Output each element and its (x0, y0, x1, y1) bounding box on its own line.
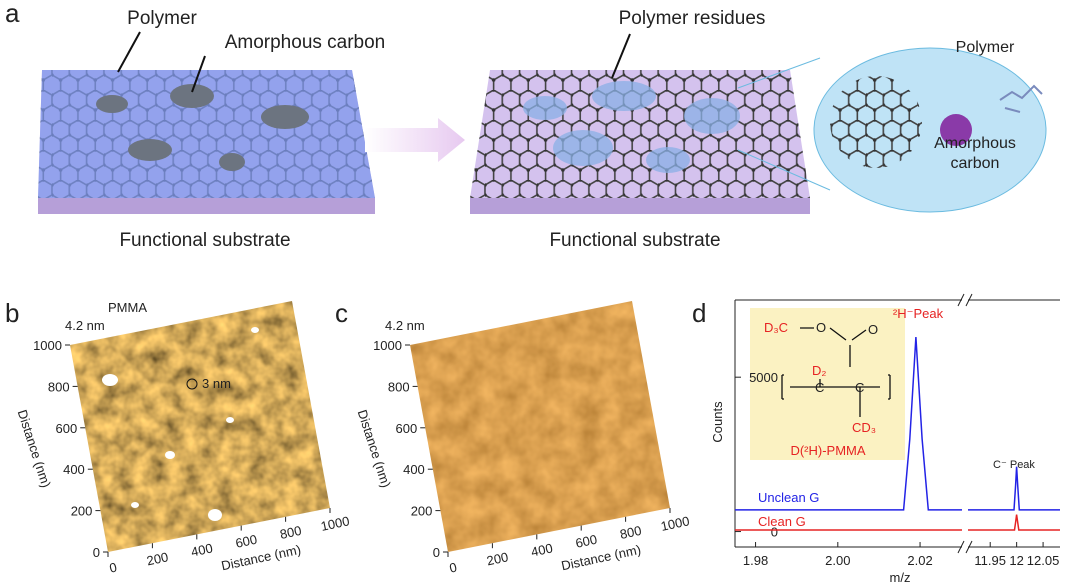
x-axis-label: Distance (nm) (220, 542, 302, 573)
annotation: PMMA (108, 300, 147, 315)
x-tick-label: 12 (1009, 553, 1023, 568)
x-tick-label: 1.98 (743, 553, 768, 568)
y-tick-label: 800 (388, 379, 410, 394)
y-tick-label: 0 (433, 545, 440, 560)
y-tick-label: 200 (71, 504, 93, 519)
x-axis-label: Distance (nm) (560, 542, 642, 573)
y-tick-label: 0 (771, 525, 778, 540)
atom: O (868, 322, 878, 337)
annotation: ²H⁻Peak (893, 306, 944, 321)
annotation: Polymer residues (619, 8, 766, 29)
panel-d: d D₃C O O D₂ C C CD₃ D(²H)-PMMA Counts m… (692, 293, 1060, 585)
line (968, 514, 1060, 531)
residues (523, 81, 740, 173)
x-tick-label: 12.05 (1027, 553, 1060, 568)
panel-b: b 4.2 nm PMMA 3 nm (5, 298, 330, 552)
x-tick-label: 800 (278, 523, 302, 542)
caption: Functional substrate (549, 230, 720, 251)
atom: O (816, 320, 826, 335)
x-tick-label: 200 (485, 549, 509, 568)
y-tick-label: 400 (403, 462, 425, 477)
y-tick-label: 1000 (373, 338, 402, 353)
atom: CD₃ (852, 420, 876, 435)
annotation: 3 nm (202, 376, 231, 391)
x-tick-label: 0 (108, 560, 118, 576)
x-axis-label: m/z (890, 570, 911, 585)
annotation: Amorphous carbon (225, 32, 386, 53)
arrow (365, 118, 465, 162)
x-tick-label: 1000 (319, 513, 350, 534)
x-tick-label: 2.00 (825, 553, 850, 568)
slab-side (470, 198, 810, 214)
y-tick-label: 0 (93, 545, 100, 560)
atom: D₂ (812, 363, 826, 378)
polymer-chain (999, 84, 1043, 113)
height-scale: 4.2 nm (385, 318, 425, 333)
panel-letter: d (692, 298, 706, 328)
structure-inset (750, 308, 905, 460)
y-tick-label: 600 (395, 421, 417, 436)
y-tick-label: 5000 (749, 370, 778, 385)
y-axis-label: Distance (nm) (355, 408, 394, 490)
x-tick-label: 600 (234, 532, 258, 551)
x-tick-label: 400 (530, 540, 554, 559)
afm-image (70, 301, 330, 552)
x-tick-label: 200 (145, 549, 169, 568)
y-tick-label: 800 (48, 379, 70, 394)
graphene-flake (830, 76, 922, 168)
panel-letter: c (335, 298, 348, 328)
panel-letter: a (5, 0, 20, 28)
legend-entry: Unclean G (758, 490, 819, 505)
pointer (117, 31, 206, 93)
annotation: Polymer (127, 8, 197, 29)
x-tick-label: 0 (448, 560, 458, 576)
atom: C (855, 380, 864, 395)
x-tick-label: 400 (190, 540, 214, 559)
annotation: C⁻ Peak (993, 459, 1035, 471)
y-tick-label: 600 (55, 421, 77, 436)
panel-c: c 4.2 nm (335, 298, 670, 552)
x-tick-label: 1000 (659, 513, 690, 534)
feature-marker (186, 378, 198, 390)
x-tick-label: 800 (618, 523, 642, 542)
inset-label: Polymer (956, 39, 1015, 56)
atom: D₃C (764, 320, 788, 335)
line (735, 337, 962, 511)
atom: C (815, 380, 824, 395)
y-tick-label: 400 (63, 462, 85, 477)
structure-name: D(²H)-PMMA (790, 443, 865, 458)
x-tick-label: 2.02 (907, 553, 932, 568)
bonds (781, 327, 891, 417)
zoom-lines (737, 57, 831, 191)
inset-label: Amorphous (934, 135, 1016, 152)
carbon-particle (940, 114, 972, 146)
carbon-blobs (96, 84, 309, 171)
panel-letter: b (5, 298, 19, 328)
caption: Functional substrate (119, 230, 290, 251)
legend-entry: Clean G (758, 514, 806, 529)
y-axis-label: Distance (nm) (15, 408, 54, 490)
axis-break (957, 540, 973, 554)
axis-break (957, 293, 973, 307)
panel-a: a Polymer Amorphous carbon Functional su… (5, 0, 1047, 251)
x-tick-label: 11.95 (974, 553, 1006, 568)
height-scale: 4.2 nm (65, 318, 105, 333)
slab-side (38, 198, 375, 214)
line (968, 466, 1060, 511)
pointer (611, 33, 631, 79)
inset-label: carbon (951, 155, 1000, 172)
x-tick-label: 600 (574, 532, 598, 551)
y-tick-label: 1000 (33, 338, 62, 353)
y-axis-label: Counts (710, 401, 725, 443)
residue-specks (102, 327, 259, 521)
y-tick-label: 200 (411, 504, 433, 519)
afm-image (410, 301, 670, 552)
